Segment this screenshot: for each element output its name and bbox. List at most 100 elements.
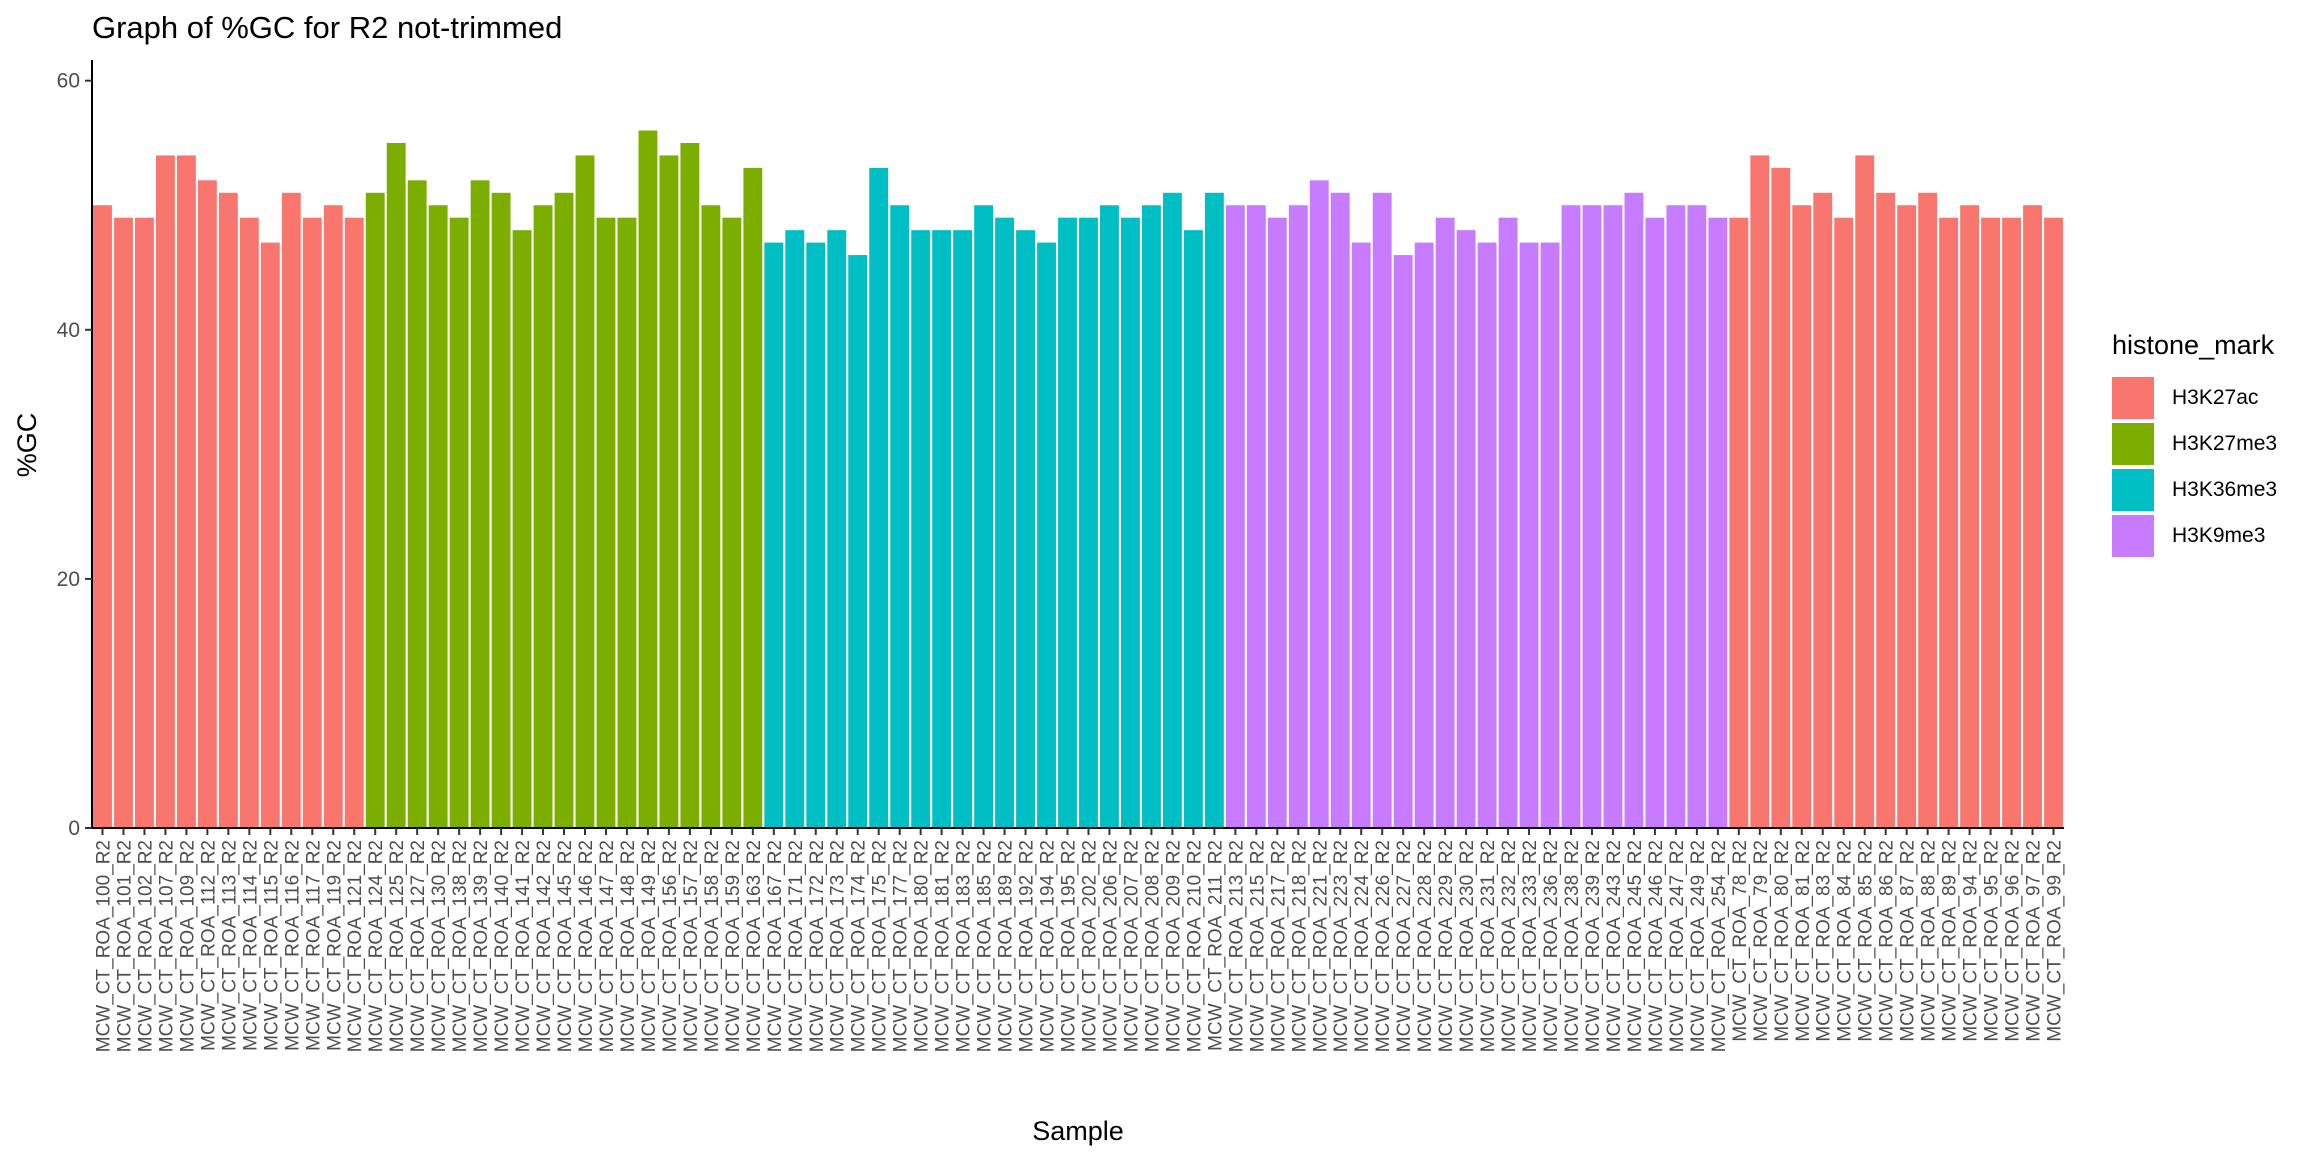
legend-swatch [2112, 377, 2154, 419]
x-tick-label: MCW_CT_ROA_96_R2 [2003, 840, 2024, 1042]
bar [512, 230, 532, 828]
x-tick-label: MCW_CT_ROA_124_R2 [366, 840, 387, 1052]
x-tick-label: MCW_CT_ROA_127_R2 [408, 840, 429, 1052]
bar [764, 242, 784, 829]
x-tick-label: MCW_CT_ROA_217_R2 [1268, 840, 1289, 1052]
x-tick-label: MCW_CT_ROA_194_R2 [1038, 840, 1059, 1052]
bar [1435, 217, 1455, 828]
bar [890, 205, 910, 829]
x-tick-label: MCW_CT_ROA_171_R2 [786, 840, 807, 1052]
bar [1771, 167, 1791, 828]
x-tick-label: MCW_CT_ROA_213_R2 [1226, 840, 1247, 1052]
x-tick-label: MCW_CT_ROA_94_R2 [1961, 840, 1982, 1042]
legend-label: H3K36me3 [2172, 478, 2278, 501]
bar [617, 217, 637, 828]
x-tick-label: MCW_CT_ROA_130_R2 [429, 840, 450, 1052]
x-tick-label: MCW_CT_ROA_233_R2 [1520, 840, 1541, 1052]
x-tick-label: MCW_CT_ROA_254_R2 [1709, 840, 1730, 1052]
legend-title: histone_mark [2112, 330, 2275, 360]
x-tick-label: MCW_CT_ROA_174_R2 [849, 840, 870, 1052]
legend-label: H3K27me3 [2172, 432, 2278, 455]
x-tick-label: MCW_CT_ROA_142_R2 [534, 840, 555, 1052]
x-tick-label: MCW_CT_ROA_183_R2 [954, 840, 975, 1052]
x-tick-label: MCW_CT_ROA_163_R2 [744, 840, 765, 1052]
bar [1100, 205, 1119, 829]
x-tick-label: MCW_CT_ROA_175_R2 [870, 840, 891, 1052]
x-tick-label: MCW_CT_ROA_202_R2 [1079, 840, 1100, 1052]
bar [1141, 205, 1161, 829]
x-tick-label: MCW_CT_ROA_228_R2 [1415, 840, 1436, 1052]
bar [218, 192, 238, 828]
bar [1456, 230, 1476, 828]
bar [1981, 217, 2001, 828]
x-tick-label: MCW_CT_ROA_89_R2 [1940, 840, 1961, 1042]
x-tick-label: MCW_CT_ROA_139_R2 [471, 840, 492, 1052]
bar [365, 192, 385, 828]
bar [848, 255, 868, 828]
bar [1121, 217, 1140, 828]
x-tick-label: MCW_CT_ROA_88_R2 [1919, 840, 1940, 1042]
bar [1855, 155, 1875, 828]
bar [1330, 192, 1350, 828]
bar [386, 142, 406, 828]
bar [869, 167, 889, 828]
bar [1309, 180, 1329, 828]
bars-layer [93, 130, 2063, 829]
x-tick-label: MCW_CT_ROA_207_R2 [1121, 840, 1142, 1052]
bar [785, 230, 805, 828]
bar [428, 205, 448, 829]
bar [953, 230, 973, 828]
bar [491, 192, 511, 828]
bar [197, 180, 217, 828]
bar [1813, 192, 1833, 828]
bar [680, 142, 700, 828]
legend-swatch [2112, 469, 2154, 511]
chart-title: Graph of %GC for R2 not-trimmed [92, 10, 563, 45]
x-tick-label: MCW_CT_ROA_173_R2 [828, 840, 849, 1052]
x-tick-label: MCW_CT_ROA_249_R2 [1688, 840, 1709, 1052]
x-tick-label: MCW_CT_ROA_230_R2 [1457, 840, 1478, 1052]
x-tick-label: MCW_CT_ROA_215_R2 [1247, 840, 1268, 1052]
x-tick-label: MCW_CT_ROA_117_R2 [303, 840, 324, 1051]
legend-label: H3K9me3 [2172, 524, 2266, 547]
x-tick-label: MCW_CT_ROA_209_R2 [1163, 840, 1184, 1052]
bar [575, 155, 595, 828]
x-tick-label: MCW_CT_ROA_246_R2 [1646, 840, 1667, 1052]
bar [1498, 217, 1518, 828]
bar [1037, 242, 1056, 829]
x-tick-label: MCW_CT_ROA_245_R2 [1625, 840, 1646, 1052]
x-tick-label: MCW_CT_ROA_112_R2 [198, 840, 219, 1051]
x-tick-label: MCW_CT_ROA_149_R2 [639, 840, 660, 1052]
x-tick-label: MCW_CT_ROA_158_R2 [702, 840, 723, 1052]
bar [911, 230, 931, 828]
x-tick-label: MCW_CT_ROA_206_R2 [1100, 840, 1121, 1052]
y-tick-label: 0 [68, 817, 80, 840]
bar [155, 155, 175, 828]
x-tick-label: MCW_CT_ROA_232_R2 [1499, 840, 1520, 1052]
bar [596, 217, 616, 828]
bar [638, 130, 658, 828]
legend-swatch [2112, 423, 2154, 465]
bar [281, 192, 301, 828]
x-tick-label: MCW_CT_ROA_172_R2 [807, 840, 828, 1052]
bar [1918, 192, 1938, 828]
x-tick-label: MCW_CT_ROA_86_R2 [1877, 840, 1898, 1042]
x-tick-label: MCW_CT_ROA_147_R2 [597, 840, 618, 1052]
bar [1939, 217, 1959, 828]
bar [827, 230, 847, 828]
bar [1393, 255, 1413, 828]
bar [93, 205, 112, 829]
x-tick-label: MCW_CT_ROA_85_R2 [1856, 840, 1877, 1042]
bar [1246, 205, 1266, 829]
x-tick-label: MCW_CT_ROA_189_R2 [996, 840, 1017, 1052]
x-tick-label: MCW_CT_ROA_229_R2 [1436, 840, 1457, 1052]
bar [2023, 205, 2042, 829]
x-tick-label: MCW_CT_ROA_79_R2 [1751, 840, 1772, 1042]
x-tick-label: MCW_CT_ROA_101_R2 [114, 840, 135, 1052]
x-tick-label: MCW_CT_ROA_145_R2 [555, 840, 576, 1052]
x-tick-label: MCW_CT_ROA_95_R2 [1982, 840, 2003, 1042]
bar [1561, 205, 1581, 829]
bar [1183, 230, 1203, 828]
legend-item-h3k9me3: H3K9me3 [2112, 513, 2277, 559]
